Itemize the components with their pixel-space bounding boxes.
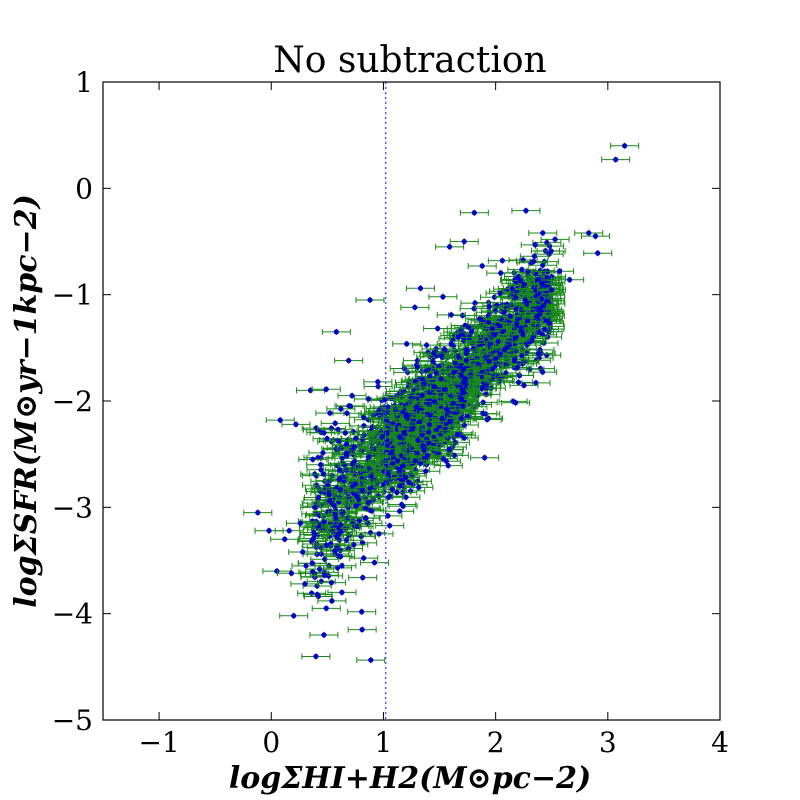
- chart-title: No subtraction: [273, 40, 546, 81]
- cloud-point: [477, 316, 483, 322]
- cloud-point: [313, 653, 319, 660]
- cloud-point: [361, 414, 367, 420]
- cloud-point: [540, 262, 546, 268]
- cloud-point: [448, 341, 454, 347]
- cloud-point: [329, 528, 336, 534]
- cloud-point: [404, 341, 410, 347]
- cloud-point: [539, 369, 546, 375]
- cloud-point: [346, 403, 352, 409]
- cloud-point: [361, 432, 367, 438]
- cloud-point: [342, 430, 348, 436]
- cloud-point: [459, 312, 466, 319]
- cloud-point: [320, 450, 326, 456]
- cloud-point: [318, 467, 324, 473]
- cloud-point: [365, 396, 372, 402]
- cloud-point: [423, 342, 430, 348]
- cloud-point: [328, 580, 335, 586]
- cloud-point: [321, 572, 328, 578]
- cloud-point: [481, 455, 488, 461]
- cloud-point: [337, 547, 343, 554]
- cloud-point: [360, 574, 366, 581]
- cloud-point: [309, 560, 316, 566]
- cloud-point: [320, 471, 327, 477]
- cloud-point: [448, 312, 454, 318]
- cloud-point: [521, 382, 527, 389]
- cloud-point: [430, 358, 436, 365]
- cloud-point: [519, 352, 525, 358]
- cloud-point: [315, 455, 321, 461]
- cloud-point: [515, 379, 522, 386]
- data-points: [243, 142, 640, 664]
- cloud-point: [359, 609, 365, 615]
- cloud-point: [548, 248, 554, 254]
